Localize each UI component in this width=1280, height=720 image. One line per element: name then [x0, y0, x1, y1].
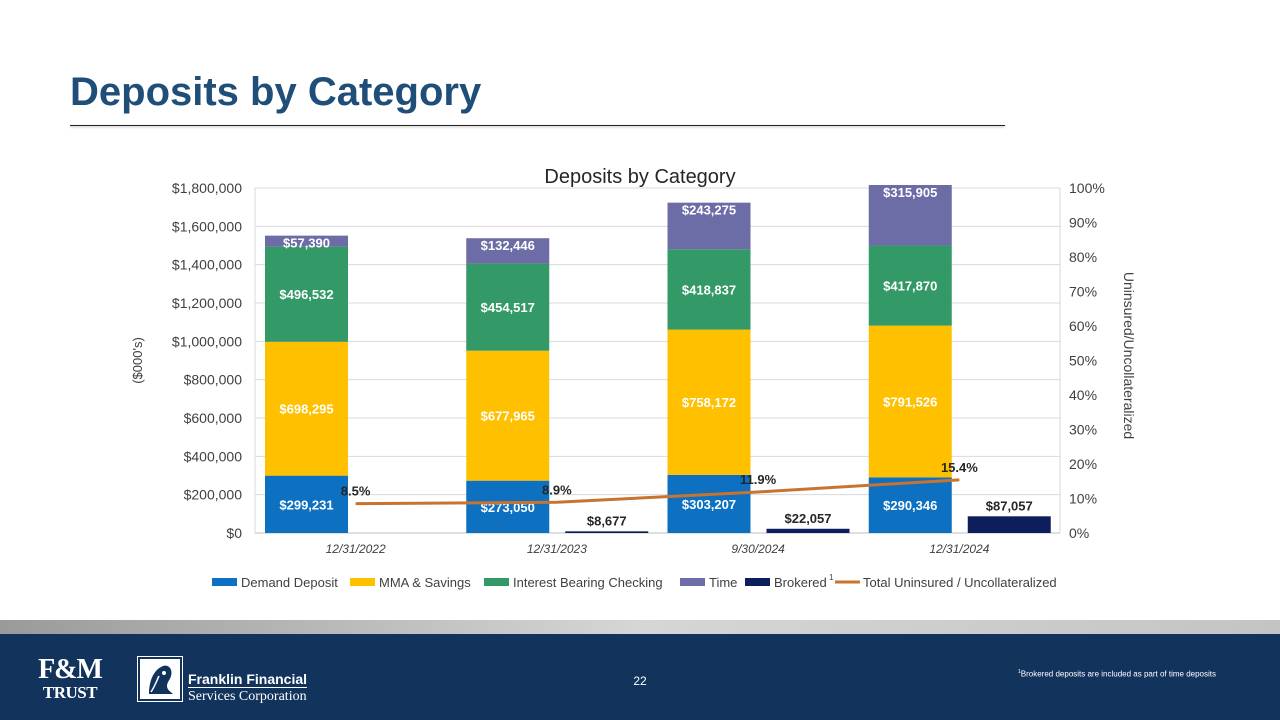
x-tick-label: 12/31/2022	[326, 542, 386, 556]
y-tick-label: $1,800,000	[172, 180, 242, 196]
y2-tick-label: 100%	[1069, 180, 1105, 196]
legend-label: Time	[709, 575, 737, 590]
bar-interest-bearing-checking-2	[667, 249, 751, 330]
bar-data-label: $315,905	[883, 185, 937, 200]
bar-time-0	[265, 235, 348, 247]
fm-trust-logo: F&M TRUST	[28, 656, 112, 704]
bar-interest-bearing-checking-3	[868, 245, 952, 326]
line-data-label: 15.4%	[941, 460, 978, 475]
line-data-label: 11.9%	[740, 472, 777, 487]
y-tick-label: $1,600,000	[172, 218, 242, 234]
y-axis-title: ($000's)	[130, 337, 145, 384]
footer-gradient-band	[0, 620, 1280, 634]
page-number: 22	[633, 674, 647, 688]
x-tick-label: 12/31/2023	[527, 542, 587, 556]
chart-title: Deposits by Category	[544, 166, 735, 188]
bar-data-label: $758,172	[682, 395, 736, 410]
bar-mma-savings-0	[265, 341, 348, 476]
fm-logo-bottom: TRUST	[42, 683, 98, 702]
bar-brokered-1	[565, 531, 649, 533]
legend-swatch	[745, 578, 770, 586]
bar-time-3	[868, 185, 952, 246]
y2-tick-label: 50%	[1069, 353, 1097, 369]
title-divider	[70, 125, 1005, 126]
bar-time-1	[466, 238, 550, 264]
y2-tick-label: 60%	[1069, 318, 1097, 334]
company-name-line2: Services Corporation	[188, 687, 308, 704]
franklin-emblem-icon	[137, 656, 183, 702]
legend-label: Brokered	[774, 575, 827, 590]
footnote-text: Brokered deposits are included as part o…	[1020, 669, 1216, 679]
bar-demand-deposit-1	[466, 480, 550, 533]
bar-mma-savings-2	[667, 329, 751, 475]
x-tick-label: 9/30/2024	[731, 542, 785, 556]
legend-label: MMA & Savings	[379, 575, 471, 590]
bar-demand-deposit-0	[265, 475, 348, 533]
y2-tick-label: 90%	[1069, 215, 1097, 231]
y2-tick-label: 70%	[1069, 284, 1097, 300]
bar-interest-bearing-checking-1	[466, 263, 550, 351]
legend-swatch	[212, 578, 237, 586]
legend-swatch	[350, 578, 375, 586]
bar-data-label: $418,837	[682, 282, 736, 297]
x-tick-label: 12/31/2024	[929, 542, 989, 556]
y-tick-label: $400,000	[184, 448, 243, 464]
y2-axis-title: Uninsured/Uncollateralized	[1121, 272, 1137, 439]
legend-swatch	[680, 578, 705, 586]
y2-tick-label: 0%	[1069, 525, 1089, 541]
uninsured-line	[355, 478, 960, 506]
bar-data-label: $454,517	[481, 300, 535, 315]
y2-tick-label: 10%	[1069, 491, 1097, 507]
legend-label: Interest Bearing Checking	[513, 575, 663, 590]
legend-swatch	[484, 578, 509, 586]
y-tick-label: $1,400,000	[172, 257, 242, 273]
y-tick-label: $600,000	[184, 410, 243, 426]
bar-data-label: $496,532	[279, 287, 333, 302]
footer-bar: F&M TRUST Franklin Financial Services Co…	[0, 634, 1280, 720]
bar-time-2	[667, 202, 751, 250]
line-data-label: 8.5%	[341, 484, 371, 499]
footnote-marker: 1	[1018, 669, 1021, 675]
bar-data-label: $303,207	[682, 497, 736, 512]
legend-label: Demand Deposit	[241, 575, 338, 590]
fm-logo-top: F&M	[38, 654, 103, 685]
company-name-line1: Franklin Financial	[188, 671, 308, 687]
bar-data-label: $243,275	[682, 203, 736, 218]
line-data-label: 8.9%	[542, 482, 572, 497]
brokered-data-label: $22,057	[785, 511, 832, 526]
bar-demand-deposit-3	[868, 477, 952, 533]
y-tick-label: $1,200,000	[172, 295, 242, 311]
y2-tick-label: 80%	[1069, 249, 1097, 265]
slide-title: Deposits by Category	[70, 70, 482, 114]
y-tick-label: $800,000	[184, 372, 243, 388]
brokered-data-label: $8,677	[587, 513, 627, 528]
bar-data-label: $417,870	[883, 279, 937, 294]
y2-tick-label: 20%	[1069, 456, 1097, 472]
company-name: Franklin Financial Services Corporation	[188, 671, 308, 704]
bar-interest-bearing-checking-0	[265, 246, 348, 342]
legend-label: Total Uninsured / Uncollateralized	[863, 575, 1057, 590]
bar-brokered-3	[967, 516, 1051, 533]
bar-data-label: $677,965	[481, 409, 535, 424]
y2-tick-label: 30%	[1069, 422, 1097, 438]
bar-mma-savings-3	[868, 325, 952, 478]
bar-data-label: $698,295	[279, 402, 333, 417]
brokered-data-label: $87,057	[986, 498, 1033, 513]
legend-superscript: 1	[829, 573, 834, 582]
bar-brokered-2	[766, 528, 850, 533]
y2-tick-label: 40%	[1069, 387, 1097, 403]
bar-data-label: $132,446	[481, 238, 535, 253]
bar-mma-savings-1	[466, 350, 550, 481]
bar-data-label: $57,390	[283, 236, 330, 251]
bar-data-label: $290,346	[883, 498, 937, 513]
bar-demand-deposit-2	[667, 474, 751, 533]
deposits-chart: Deposits by Category $0 $200,000 $400,000 $6…	[130, 166, 1137, 590]
footnote: 1Brokered deposits are included as part …	[1018, 667, 1233, 680]
bar-data-label: $791,526	[883, 394, 937, 409]
y-tick-label: $1,000,000	[172, 333, 242, 349]
bar-data-label: $299,231	[279, 497, 333, 512]
y-tick-label: $0	[226, 525, 242, 541]
y-tick-label: $200,000	[184, 487, 243, 503]
